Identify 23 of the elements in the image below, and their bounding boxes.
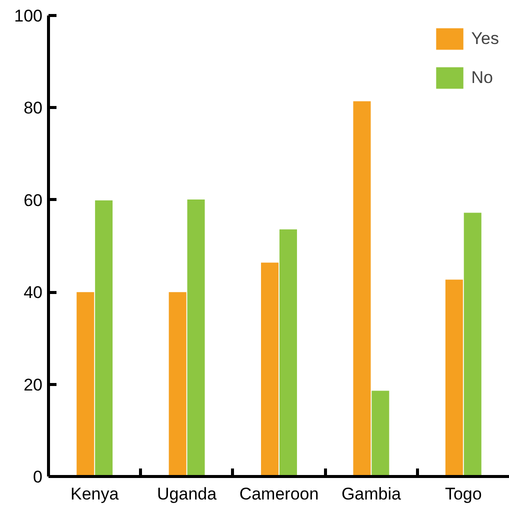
y-tick-label: 60 <box>24 190 43 210</box>
y-tick-label: 20 <box>24 375 43 394</box>
x-tick-label: Kenya <box>70 484 120 504</box>
y-tick-label: 100 <box>14 6 43 26</box>
x-tick-label: Cameroon <box>239 484 319 504</box>
bar <box>464 212 482 476</box>
bar <box>76 292 94 476</box>
bar <box>95 200 113 476</box>
legend-label: No <box>471 68 493 88</box>
bar <box>261 262 279 476</box>
bar <box>279 229 297 476</box>
bar <box>445 280 463 476</box>
x-tick-label: Uganda <box>157 484 218 504</box>
bar <box>353 101 371 476</box>
bar <box>372 390 390 476</box>
y-tick-label: 80 <box>24 98 43 118</box>
bar <box>187 199 205 476</box>
bar <box>168 292 186 476</box>
y-tick-label: 0 <box>33 468 43 486</box>
x-tick-label: Togo <box>444 484 482 504</box>
y-tick-label: 40 <box>24 283 43 302</box>
x-tick-label: Gambia <box>341 484 402 504</box>
legend-label: Yes <box>471 28 499 48</box>
